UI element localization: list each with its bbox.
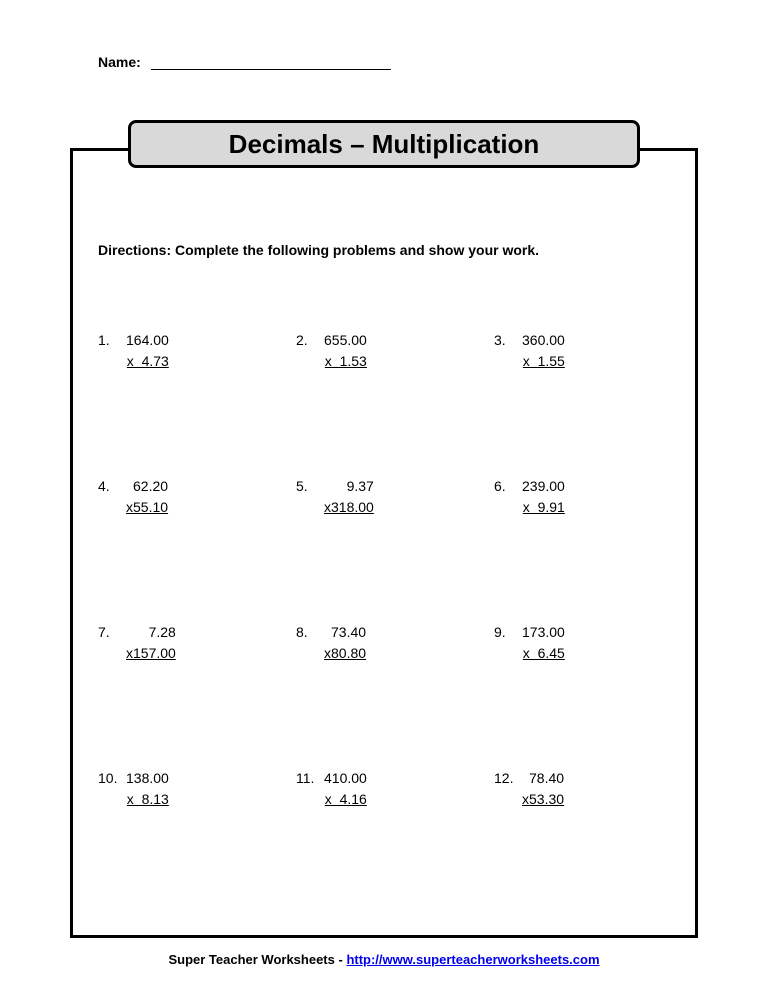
name-label: Name:	[98, 54, 141, 70]
directions-text: Directions: Complete the following probl…	[98, 242, 539, 258]
multiplicand: 239.00	[522, 478, 565, 494]
problem-body: 9.37 x318.00	[324, 476, 374, 518]
multiplicand: 73.40	[327, 624, 366, 640]
multiplicand: 655.00	[324, 332, 367, 348]
problem-number: 8.	[296, 622, 324, 664]
multiplier: x 4.16	[325, 791, 367, 807]
multiplier: x318.00	[324, 499, 374, 515]
problem-body: 655.00 x 1.53	[324, 330, 367, 372]
problem-body: 78.40 x53.30	[522, 768, 564, 810]
problem-body: 7.28 x157.00	[126, 622, 176, 664]
problem-body: 138.00 x 8.13	[126, 768, 169, 810]
multiplier: x 9.91	[523, 499, 565, 515]
problem: 5. 9.37 x318.00	[296, 476, 476, 518]
multiplicand: 7.28	[141, 624, 176, 640]
problem-body: 73.40 x80.80	[324, 622, 366, 664]
footer: Super Teacher Worksheets - http://www.su…	[0, 952, 768, 967]
multiplier: x 4.73	[127, 353, 169, 369]
footer-text: Super Teacher Worksheets -	[168, 952, 346, 967]
multiplier: x53.30	[522, 791, 564, 807]
problem-number: 2.	[296, 330, 324, 372]
multiplier: x 8.13	[127, 791, 169, 807]
problem: 1. 164.00 x 4.73	[98, 330, 278, 372]
multiplicand: 173.00	[522, 624, 565, 640]
problem-number: 11.	[296, 768, 324, 810]
multiplicand: 138.00	[126, 770, 169, 786]
multiplicand: 410.00	[324, 770, 367, 786]
multiplier: x 1.55	[523, 353, 565, 369]
problem-row: 7. 7.28 x157.00 8. 73.40 x80.80 9. 173.0…	[98, 622, 674, 664]
problem: 3. 360.00 x 1.55	[494, 330, 674, 372]
multiplicand: 78.40	[525, 770, 564, 786]
problem-row: 4. 62.20 x55.10 5. 9.37 x318.00 6. 239.0…	[98, 476, 674, 518]
multiplicand: 9.37	[339, 478, 374, 494]
problem: 4. 62.20 x55.10	[98, 476, 278, 518]
multiplicand: 360.00	[522, 332, 565, 348]
name-field: Name:	[98, 54, 391, 70]
problem-body: 173.00 x 6.45	[522, 622, 565, 664]
problem-row: 1. 164.00 x 4.73 2. 655.00 x 1.53 3. 360…	[98, 330, 674, 372]
problem-body: 62.20 x55.10	[126, 476, 168, 518]
problem-number: 3.	[494, 330, 522, 372]
multiplier: x 6.45	[523, 645, 565, 661]
problem-body: 164.00 x 4.73	[126, 330, 169, 372]
problem: 12. 78.40 x53.30	[494, 768, 674, 810]
problem-body: 360.00 x 1.55	[522, 330, 565, 372]
footer-link[interactable]: http://www.superteacherworksheets.com	[346, 952, 599, 967]
problem-number: 1.	[98, 330, 126, 372]
problem: 6. 239.00 x 9.91	[494, 476, 674, 518]
problem: 9. 173.00 x 6.45	[494, 622, 674, 664]
problem: 2. 655.00 x 1.53	[296, 330, 476, 372]
multiplier: x80.80	[324, 645, 366, 661]
multiplier: x55.10	[126, 499, 168, 515]
problem-number: 12.	[494, 768, 522, 810]
name-blank-line	[151, 69, 391, 70]
problem-body: 239.00 x 9.91	[522, 476, 565, 518]
problems-grid: 1. 164.00 x 4.73 2. 655.00 x 1.53 3. 360…	[98, 330, 674, 914]
problem-number: 9.	[494, 622, 522, 664]
problem: 10. 138.00 x 8.13	[98, 768, 278, 810]
multiplicand: 62.20	[129, 478, 168, 494]
problem-number: 5.	[296, 476, 324, 518]
problem-number: 6.	[494, 476, 522, 518]
problem-number: 4.	[98, 476, 126, 518]
problem-number: 10.	[98, 768, 126, 810]
problem: 11. 410.00 x 4.16	[296, 768, 476, 810]
problem-body: 410.00 x 4.16	[324, 768, 367, 810]
multiplier: x157.00	[126, 645, 176, 661]
multiplier: x 1.53	[325, 353, 367, 369]
problem-number: 7.	[98, 622, 126, 664]
problem: 8. 73.40 x80.80	[296, 622, 476, 664]
problem: 7. 7.28 x157.00	[98, 622, 278, 664]
worksheet-title: Decimals – Multiplication	[128, 120, 640, 168]
problem-row: 10. 138.00 x 8.13 11. 410.00 x 4.16 12. …	[98, 768, 674, 810]
multiplicand: 164.00	[126, 332, 169, 348]
